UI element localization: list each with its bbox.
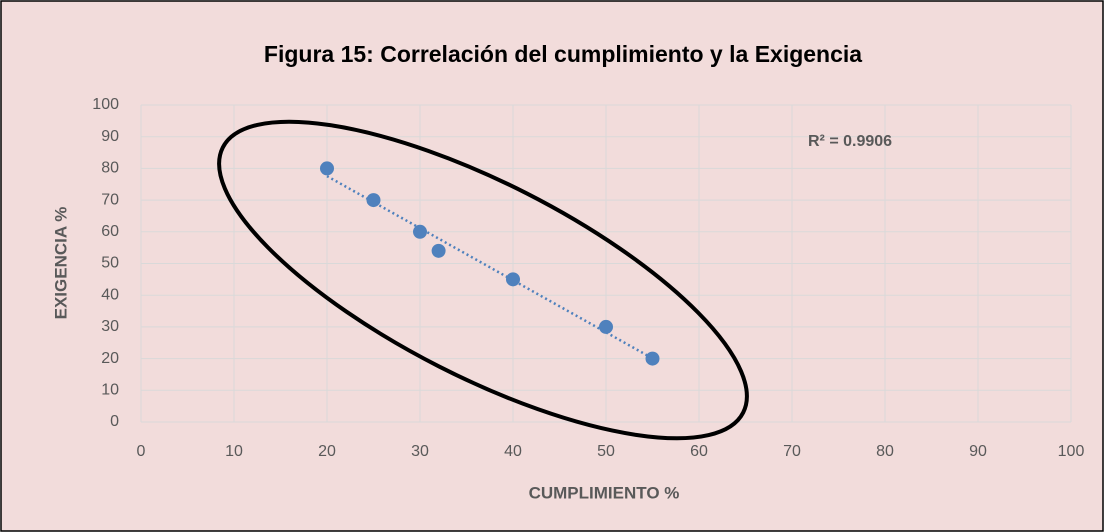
x-tick-label: 80 [876, 443, 894, 460]
y-tick-label: 100 [92, 96, 119, 113]
y-tick-label: 0 [110, 413, 119, 430]
x-axis-label: CUMPLIMIENTO % [529, 483, 680, 502]
x-tick-label: 20 [318, 443, 336, 460]
x-tick-label: 10 [225, 443, 243, 460]
point [599, 319, 613, 334]
point [413, 224, 427, 239]
x-tick-label: 0 [137, 443, 146, 460]
point [366, 193, 381, 208]
x-tick-label: 100 [1058, 443, 1085, 460]
plot-area [320, 161, 660, 366]
y-tick-label: 30 [101, 318, 119, 335]
point [645, 351, 660, 366]
x-tick-label: 40 [504, 443, 522, 460]
trendline [326, 175, 654, 360]
highlight-ellipse [217, 119, 749, 441]
x-tick-label: 60 [690, 443, 708, 460]
y-tick-label: 50 [101, 255, 119, 272]
y-tick-label: 90 [101, 128, 119, 145]
y-axis-label: EXIGENCIA % [51, 207, 70, 320]
y-tick-label: 70 [101, 191, 119, 208]
grid [140, 104, 1072, 423]
x-tick-label: 70 [783, 443, 801, 460]
x-tick-label: 30 [411, 443, 429, 460]
x-tick-label: 50 [597, 443, 615, 460]
y-tick-label: 10 [101, 382, 119, 399]
r-squared-annotation: R² = 0.9906 [808, 133, 892, 150]
x-tick-label: 90 [969, 443, 987, 460]
point [506, 272, 520, 287]
y-tick-label: 40 [101, 286, 119, 303]
chart-title: Figura 15: Correlación del cumplimiento … [264, 41, 862, 67]
y-tick-label: 80 [101, 160, 119, 177]
point [431, 243, 446, 258]
point [320, 161, 334, 176]
y-tick-label: 60 [101, 223, 119, 240]
y-tick-label: 20 [101, 350, 119, 367]
